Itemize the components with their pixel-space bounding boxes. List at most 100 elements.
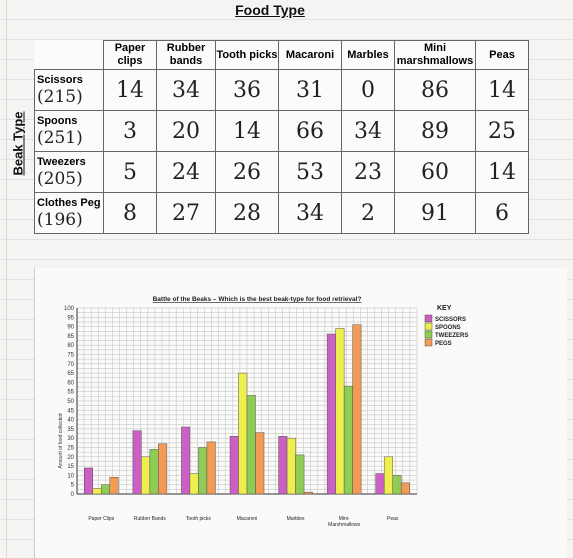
table-cell: 53: [278, 151, 342, 193]
y-tick-label: 20: [67, 455, 74, 461]
table-cell: 34: [341, 110, 395, 152]
legend-label: TWEEZERS: [435, 333, 468, 339]
legend-swatch: [424, 314, 433, 323]
y-tick-label: 55: [67, 390, 74, 396]
bar: [158, 443, 168, 495]
y-axis-label: Amount of food collected: [58, 413, 64, 468]
table-cell: 34: [278, 192, 342, 234]
bar: [400, 482, 410, 495]
legend-swatch: [424, 338, 433, 347]
bar: [278, 436, 288, 495]
bar: [246, 395, 256, 495]
bar: [181, 426, 191, 495]
x-tick-label: Macaroni: [237, 516, 258, 522]
column-header: Macaroni: [278, 40, 342, 70]
table-cell: 3: [103, 110, 157, 152]
table-corner: [34, 40, 104, 70]
x-tick-label: Marbles: [287, 516, 305, 522]
table-cell: 91: [394, 192, 476, 234]
table-cell: 14: [475, 69, 529, 111]
table-row: Clothes Peg (196) 8 27 28 34 2 91 6: [34, 192, 529, 234]
row-name: Spoons: [37, 114, 78, 127]
y-tick-label: 95: [67, 315, 74, 321]
row-name: Clothes Peg: [37, 196, 101, 209]
y-tick-label: 85: [67, 334, 74, 340]
margin-line: [0, 0, 7, 558]
row-header: Scissors (215): [34, 69, 104, 111]
x-tick-label: Peas: [387, 516, 399, 522]
y-tick-label: 35: [67, 427, 74, 433]
column-header: Rubber bands: [156, 40, 216, 70]
bar: [149, 449, 159, 495]
table-cell: 26: [215, 151, 279, 193]
bar-chart: Battle of the Beaks – Which is the best …: [58, 296, 468, 528]
x-tick-label: Marshmallows: [328, 522, 360, 528]
bar: [295, 454, 305, 495]
bar: [206, 441, 216, 495]
bar: [326, 333, 336, 495]
row-count: (251): [37, 127, 83, 148]
side-title: Beak Type: [7, 110, 27, 180]
x-tick-label: Tooth picks: [186, 516, 212, 522]
y-tick-label: 25: [67, 446, 74, 452]
y-tick-label: 60: [67, 380, 74, 386]
legend-swatch: [424, 330, 433, 339]
bar: [229, 436, 239, 495]
y-tick-label: 5: [71, 483, 75, 489]
column-header: Marbles: [341, 40, 395, 70]
y-tick-label: 90: [67, 325, 74, 331]
bar: [238, 372, 248, 495]
table-cell: 14: [215, 110, 279, 152]
bar: [132, 430, 142, 495]
column-header: Mini marshmallows: [394, 40, 476, 70]
bar: [375, 473, 385, 495]
table-cell: 60: [394, 151, 476, 193]
food-table: Paper clips Rubber bands Tooth picks Mac…: [34, 40, 529, 234]
y-tick-label: 45: [67, 408, 74, 414]
table-row: Spoons (251) 3 20 14 66 34 89 25: [34, 110, 529, 152]
table-cell: 24: [156, 151, 216, 193]
table-cell: 23: [341, 151, 395, 193]
row-name: Tweezers: [37, 155, 86, 168]
table-cell: 0: [341, 69, 395, 111]
table-cell: 86: [394, 69, 476, 111]
y-tick-label: 30: [67, 436, 74, 442]
bar: [286, 437, 296, 495]
y-tick-label: 0: [71, 492, 75, 498]
column-header: Tooth picks: [215, 40, 279, 70]
y-tick-label: 80: [67, 343, 74, 349]
bar: [392, 475, 402, 495]
row-name: Scissors: [37, 73, 83, 86]
table-cell: 8: [103, 192, 157, 234]
table-cell: 14: [103, 69, 157, 111]
table-cell: 14: [475, 151, 529, 193]
y-tick-label: 50: [67, 399, 74, 405]
y-tick-label: 65: [67, 371, 74, 377]
x-tick-label: Rubber Bands: [134, 516, 166, 522]
table-cell: 20: [156, 110, 216, 152]
y-tick-label: 70: [67, 362, 74, 368]
bar: [303, 491, 313, 495]
row-header: Clothes Peg (196): [34, 192, 104, 234]
bar: [198, 447, 208, 495]
y-tick-label: 40: [67, 418, 74, 424]
bar: [84, 467, 94, 495]
legend-label: PEGS: [435, 341, 452, 347]
table-cell: 5: [103, 151, 157, 193]
bar: [141, 456, 151, 495]
row-count: (196): [37, 209, 83, 230]
x-tick-label: Mini-: [339, 516, 350, 522]
side-title-text: Beak Type: [10, 111, 26, 176]
table-row: Scissors (215) 14 34 36 31 0 86 14: [34, 69, 529, 111]
bar: [255, 432, 265, 495]
bar: [343, 385, 353, 495]
y-tick-label: 100: [64, 306, 75, 312]
legend-swatch: [424, 322, 433, 331]
row-header: Tweezers (205): [34, 151, 104, 193]
row-header: Spoons (251): [34, 110, 104, 152]
table-cell: 2: [341, 192, 395, 234]
chart-sheet: Battle of the Beaks – Which is the best …: [34, 268, 567, 558]
table-cell: 6: [475, 192, 529, 234]
bar: [189, 473, 199, 495]
y-tick-label: 75: [67, 353, 74, 359]
